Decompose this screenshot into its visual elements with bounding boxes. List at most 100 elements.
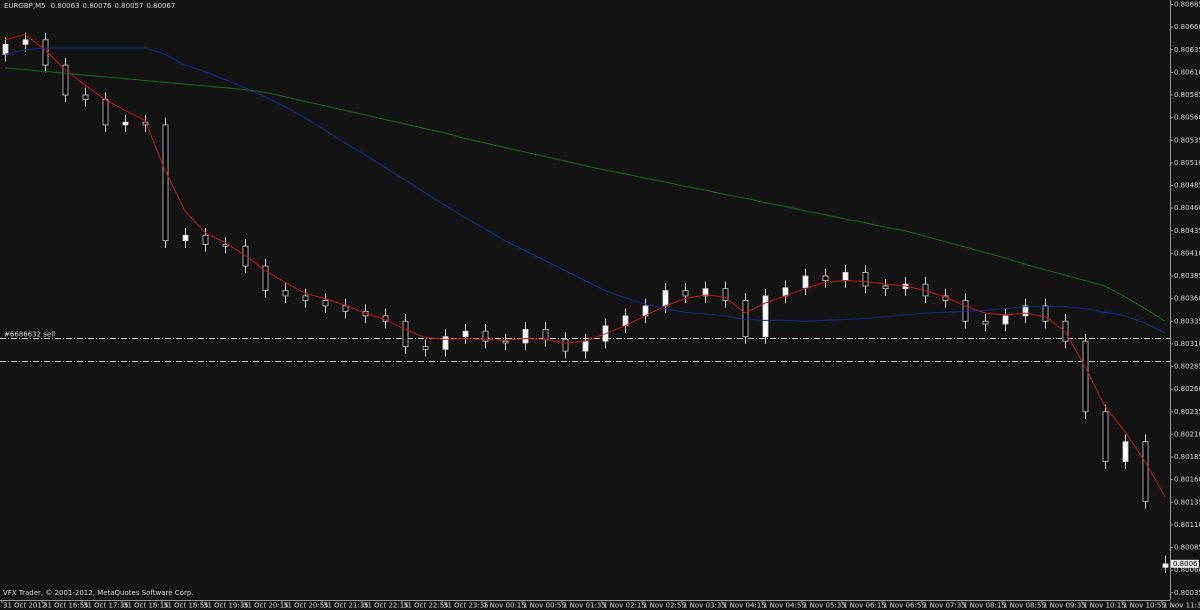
candle-body (82, 94, 89, 100)
credit: VFX Trader, © 2001-2012, MetaQuotes Soft… (3, 589, 194, 597)
candle-body (442, 336, 449, 350)
candle-body (402, 320, 409, 348)
candle-body (502, 340, 509, 344)
x-tick-label: 31 Oct 18:15 (123, 602, 169, 610)
candle-body (62, 64, 69, 96)
x-tick-label: 31 Oct 20:15 (243, 602, 289, 610)
candle-body (462, 330, 469, 338)
x-tick-label: 31 Oct 16:55 (43, 602, 89, 610)
candle-body (482, 330, 489, 342)
x-tick-label: 1 Nov 09:35 (1043, 602, 1086, 610)
candle-body (842, 271, 849, 281)
quote-close: 0.80067 (146, 2, 175, 10)
candle-body (122, 121, 129, 126)
x-tick-label: 31 Oct 17:35 (83, 602, 129, 610)
x-tick-label: 31 Oct 21:35 (323, 602, 369, 610)
candle-body (722, 288, 729, 301)
candle-body (762, 295, 769, 338)
candle-body (682, 290, 689, 297)
y-tick-label: 0.80385 (1174, 272, 1200, 280)
x-tick-label: 31 Oct 18:55 (163, 602, 209, 610)
y-tick-label: 0.80535 (1174, 136, 1200, 144)
y-tick-label: 0.80685 (1174, 1, 1200, 9)
candle-body (582, 340, 589, 352)
y-tick-label: 0.80135 (1174, 498, 1200, 506)
candle-body (1162, 563, 1169, 568)
x-tick-label: 1 Nov 02:15 (603, 602, 646, 610)
candle-body (2, 43, 9, 55)
x-tick-label: 1 Nov 02:55 (643, 602, 686, 610)
candle-body (322, 300, 329, 307)
candle-body (542, 329, 549, 340)
order-level-label: #6686632 sell (4, 331, 55, 339)
candle-body (522, 329, 529, 344)
y-tick-label: 0.80185 (1174, 453, 1200, 461)
candle-body (822, 275, 829, 281)
x-tick-label: 1 Nov 06:15 (843, 602, 886, 610)
x-tick-label: 1 Nov 04:55 (763, 602, 806, 610)
chart-title: EURGBP,M5 (4, 2, 46, 10)
x-tick-label: 1 Nov 08:55 (1003, 602, 1046, 610)
current-price-label: 0.80067 (1173, 560, 1200, 568)
candle-body (982, 320, 989, 325)
x-tick-label: 31 Oct 20:55 (283, 602, 329, 610)
x-tick-label: 1 Nov 10:15 (1083, 602, 1126, 610)
x-tick-label: 31 Oct 19:35 (203, 602, 249, 610)
y-tick-label: 0.80635 (1174, 46, 1200, 54)
candle-body (262, 265, 269, 291)
candle-body (282, 290, 289, 297)
candle-body (702, 288, 709, 297)
candle-body (1042, 305, 1049, 322)
candle-body (882, 285, 889, 290)
y-tick-label: 0.80035 (1174, 589, 1200, 597)
candle-body (1082, 340, 1089, 413)
chart-header: EURGBP,M5 0.80063 0.80076 0.80057 0.80067 (4, 2, 175, 10)
x-tick-label: 1 Nov 03:35 (683, 602, 726, 610)
x-tick-label: 1 Nov 01:35 (563, 602, 606, 610)
x-tick-label: 1 Nov 07:35 (923, 602, 966, 610)
quote-open: 0.80063 (51, 2, 80, 10)
candle-body (742, 300, 749, 338)
y-tick-label: 0.80485 (1174, 182, 1200, 190)
candle-body (342, 305, 349, 312)
moving-average (4, 33, 1166, 498)
candle-body (182, 234, 189, 242)
current-price-box (1171, 559, 1199, 568)
moving-average (4, 67, 1166, 322)
x-tick-label: 1 Nov 04:15 (723, 602, 766, 610)
x-tick-label: 1 Nov 10:55 (1123, 602, 1166, 610)
y-tick-label: 0.80085 (1174, 544, 1200, 552)
x-tick-label: 1 Nov 06:55 (883, 602, 926, 610)
x-tick-label: 1 Nov 05:35 (803, 602, 846, 610)
quote-high: 0.80076 (83, 2, 112, 10)
y-tick-label: 0.80585 (1174, 91, 1200, 99)
y-tick-label: 0.80235 (1174, 408, 1200, 416)
x-tick-label: 31 Oct 22:55 (403, 602, 449, 610)
x-tick-label: 1 Nov 00:15 (483, 602, 526, 610)
x-tick-label: 31 Oct 2012 (3, 602, 46, 610)
candle-body (422, 346, 429, 350)
candle-body (1102, 411, 1109, 462)
candle-body (802, 275, 809, 289)
candle-body (1122, 441, 1129, 462)
x-tick-label: 1 Nov 00:55 (523, 602, 566, 610)
candle-body (862, 271, 869, 287)
y-tick-label: 0.80335 (1174, 317, 1200, 325)
x-tick-label: 1 Nov 08:15 (963, 602, 1006, 610)
moving-average (4, 47, 1166, 334)
candle-body (222, 243, 229, 247)
candle-body (1142, 441, 1149, 502)
